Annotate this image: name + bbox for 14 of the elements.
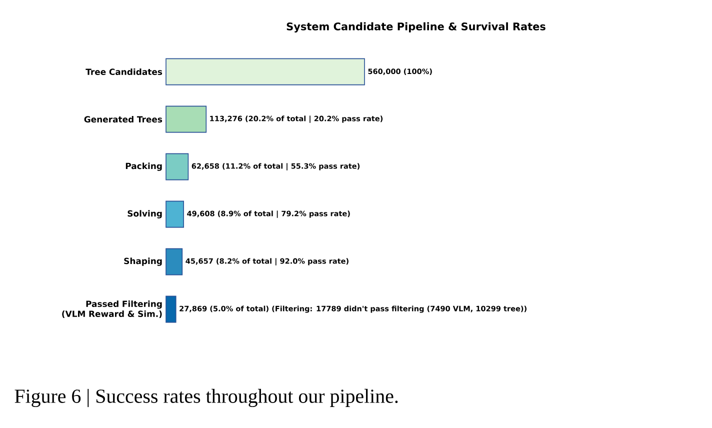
y-tick-label: Tree Candidates — [86, 68, 162, 76]
y-tick-label: Generated Trees — [84, 116, 162, 123]
bar — [166, 248, 183, 276]
caption: Figure 6 | Success rates throughout our pipeline. — [14, 388, 398, 408]
bar — [166, 153, 189, 180]
bar — [166, 296, 176, 323]
y-tick-label: Shaping — [124, 258, 162, 266]
y-tick-label: Packing — [126, 162, 162, 171]
y-tick-label: Solving — [128, 210, 162, 218]
text: System Candidate Pipeline & Survival Rates — [286, 22, 546, 32]
bar — [166, 200, 184, 228]
bar — [166, 106, 207, 133]
bar — [166, 58, 365, 86]
y-tick-label: Passed Filtering (VLM Reward & Sim.) — [62, 300, 162, 318]
